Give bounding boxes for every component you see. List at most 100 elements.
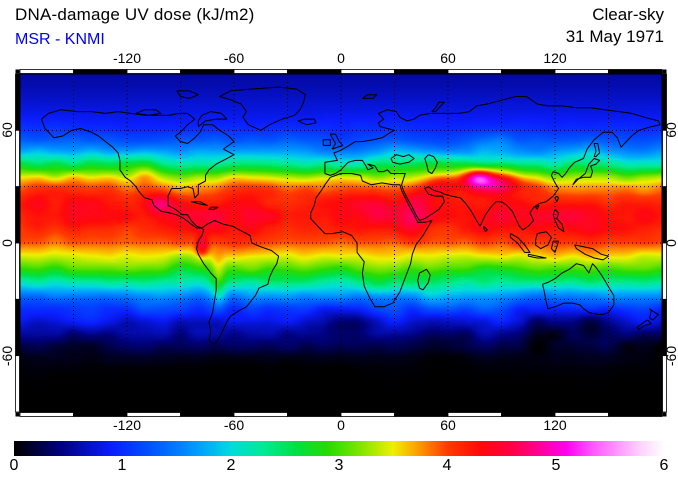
map-frame-segment [233, 412, 288, 417]
sky-condition-label: Clear-sky [592, 5, 664, 24]
data-source-label: MSR - KNMI [15, 31, 105, 48]
coastline [219, 86, 306, 131]
coastline [552, 208, 565, 233]
map-frame-segment [233, 69, 288, 74]
colorbar-tick-label: 6 [659, 457, 669, 474]
map-frame-segment [15, 129, 20, 188]
map-frame-segment [15, 355, 20, 413]
coastline [310, 173, 433, 308]
coastline [362, 94, 378, 99]
lon-tick-label-bottom: 0 [337, 417, 345, 433]
colorbar-tick-label: 2 [226, 457, 236, 474]
lon-tick-label-top: -60 [223, 50, 245, 66]
map-frame-segment [340, 412, 395, 417]
map-frame-segment [608, 69, 663, 74]
map-frame-corner [662, 412, 667, 417]
coastline [527, 253, 547, 259]
map-frame-segment [126, 412, 181, 417]
colorbar-canvas [14, 441, 664, 456]
lon-tick-label-bottom: -120 [112, 417, 142, 433]
map-frame-segment [662, 186, 667, 244]
map-frame-segment [19, 412, 74, 417]
map-frame-segment [15, 73, 20, 131]
lat-tick-label-right: 60 [663, 122, 678, 138]
map-frame-segment [554, 412, 609, 417]
map-frame-corner [662, 69, 667, 74]
map-frame-segment [501, 69, 556, 74]
map-frame-segment [662, 129, 667, 188]
map-frame-corner [15, 412, 20, 417]
map-frame-segment [287, 412, 342, 417]
coastline [509, 233, 531, 253]
coastline [196, 220, 280, 345]
lon-tick-label-bottom: 60 [440, 417, 456, 433]
coastline [40, 109, 235, 229]
map-frame-segment [15, 186, 20, 244]
lat-tick-label-left: 0 [0, 239, 15, 247]
lat-tick-label-left: 60 [0, 122, 15, 138]
coastline [593, 143, 601, 158]
map-frame-segment [73, 412, 128, 417]
lon-tick-label-top: 60 [440, 50, 456, 66]
coastline [542, 263, 615, 315]
coastline [324, 96, 661, 231]
map-frame-segment [180, 412, 235, 417]
lat-tick-label-right: -60 [663, 345, 678, 367]
lon-tick-label-bottom: 120 [543, 417, 567, 433]
coastline [431, 101, 445, 113]
coastline [176, 90, 199, 99]
coastline [135, 109, 162, 116]
map-frame-segment [287, 69, 342, 74]
colorbar-tick-label: 5 [551, 457, 561, 474]
coastline [535, 204, 540, 210]
coastline [424, 154, 438, 174]
lon-tick-label-bottom: -60 [223, 417, 245, 433]
map-frame-segment [126, 69, 181, 74]
coastline [197, 111, 228, 127]
map-frame-segment [394, 412, 449, 417]
coastline [297, 118, 317, 126]
colorbar-tick-label: 4 [442, 457, 452, 474]
map-frame-segment [608, 412, 663, 417]
map-frame-segment [447, 69, 502, 74]
coastline [534, 231, 552, 250]
map-frame-segment [73, 69, 128, 74]
coastline [554, 195, 560, 203]
colorbar-tick-label: 3 [334, 457, 344, 474]
map-overlay [15, 69, 667, 417]
map-frame-segment [340, 69, 395, 74]
map-frame-segment [501, 412, 556, 417]
colorbar-tick-label: 1 [117, 457, 127, 474]
map-frame-segment [447, 412, 502, 417]
colorbar-tick-label: 0 [9, 457, 19, 474]
date-label: 31 May 1971 [565, 27, 664, 46]
coastline [483, 225, 488, 233]
coastline [550, 240, 560, 253]
map-frame-segment [15, 298, 20, 357]
coastline [574, 244, 609, 261]
coastline [636, 319, 652, 330]
lon-tick-label-top: 120 [543, 50, 567, 66]
lat-tick-label-left: -60 [0, 345, 15, 367]
map-frame-segment [554, 69, 609, 74]
map-border [19, 73, 663, 413]
map-frame-corner [15, 69, 20, 74]
coastline [417, 268, 431, 291]
coastline [191, 201, 208, 206]
lon-tick-label-top: -120 [112, 50, 142, 66]
coastline [329, 133, 344, 150]
coastline [390, 154, 415, 165]
coastline [572, 158, 601, 186]
coastline [208, 206, 219, 210]
map-frame-segment [19, 69, 74, 74]
lon-tick-label-top: 0 [337, 50, 345, 66]
map-frame-segment [394, 69, 449, 74]
coastline [322, 139, 331, 146]
coastline [649, 308, 659, 321]
lat-tick-label-right: 0 [663, 239, 678, 247]
map-frame-segment [180, 69, 235, 74]
page-title: DNA-damage UV dose (kJ/m2) [15, 5, 255, 24]
map-frame-segment [662, 242, 667, 300]
map-frame-segment [15, 242, 20, 300]
